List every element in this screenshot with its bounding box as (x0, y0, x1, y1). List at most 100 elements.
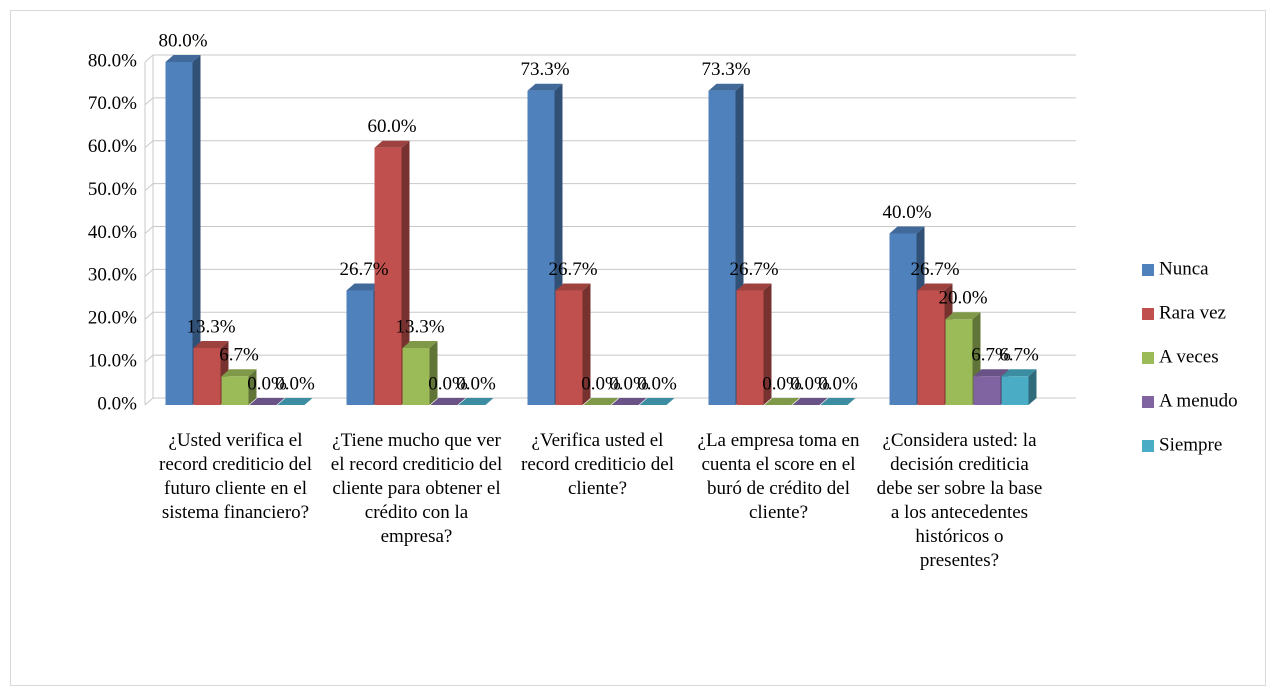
bar (917, 290, 945, 405)
bar-top (555, 283, 591, 291)
x-tick-label: ¿Tiene mucho que ver el record crediticio… (331, 430, 502, 547)
data-label: 26.7% (548, 259, 597, 280)
bar-top (527, 83, 563, 91)
data-label: 13.3% (186, 316, 235, 337)
bar-top (611, 398, 647, 405)
x-tick-label: ¿Verifica usted el record crediticio del c… (521, 430, 674, 499)
grid-depth (144, 54, 154, 63)
data-label: 60.0% (367, 116, 416, 137)
bar (402, 347, 430, 405)
legend-swatch (1142, 440, 1154, 452)
data-label: 0.0% (790, 373, 830, 394)
bar-top (736, 283, 772, 291)
bar-top (458, 398, 494, 405)
legend-swatch (1142, 264, 1154, 276)
data-label: 40.0% (882, 202, 931, 223)
bar (889, 233, 917, 405)
y-tick-label: 50.0% (88, 179, 137, 200)
grid-depth (144, 354, 154, 363)
bar-top (764, 398, 800, 405)
bar-top (889, 226, 925, 234)
legend-label: A menudo (1159, 390, 1238, 411)
legend-label: A veces (1159, 346, 1219, 367)
y-tick-label: 80.0% (88, 50, 137, 71)
data-label: 0.0% (818, 373, 858, 394)
data-label: 6.7% (219, 345, 259, 366)
bar (736, 290, 764, 405)
data-label: 0.0% (456, 373, 496, 394)
legend-label: Rara vez (1159, 302, 1226, 323)
data-label: 26.7% (729, 259, 778, 280)
bar-top (277, 398, 313, 405)
legend-label: Nunca (1159, 258, 1209, 279)
grid-depth (144, 226, 154, 234)
data-label: 0.0% (275, 373, 315, 394)
data-label: 0.0% (609, 373, 649, 394)
bar (1001, 376, 1029, 405)
bar-top (973, 369, 1009, 377)
bar (527, 90, 555, 405)
data-label: 73.3% (520, 59, 569, 80)
bar-top (249, 398, 285, 405)
bar-top (346, 283, 382, 291)
bar-top (639, 398, 675, 405)
y-tick-label: 10.0% (88, 350, 137, 371)
legend-swatch (1142, 396, 1154, 408)
grid-depth (144, 268, 154, 277)
bar-top (193, 340, 229, 348)
y-tick-label: 70.0% (88, 93, 137, 114)
bar (374, 147, 402, 405)
bar-side (1028, 369, 1037, 405)
data-label: 26.7% (339, 259, 388, 280)
bar (973, 376, 1001, 405)
y-tick-label: 0.0% (97, 393, 137, 414)
legend-swatch (1142, 352, 1154, 364)
bar-top (583, 398, 619, 405)
bar-top (430, 398, 466, 405)
bar (193, 347, 221, 405)
bar (221, 376, 249, 405)
data-label: 13.3% (395, 316, 444, 337)
grid-depth (144, 97, 154, 106)
grid-depth (144, 183, 154, 192)
data-label: 0.0% (428, 373, 468, 394)
bar (555, 290, 583, 405)
data-label: 6.7% (971, 345, 1011, 366)
x-tick-label: ¿Considera usted: la decisión crediticia d… (877, 430, 1043, 571)
bar-top (945, 312, 981, 320)
data-label: 0.0% (247, 373, 287, 394)
bar (945, 319, 973, 405)
bar (165, 62, 193, 405)
data-label: 0.0% (581, 373, 621, 394)
data-label: 26.7% (910, 259, 959, 280)
data-label: 73.3% (701, 59, 750, 80)
bar-top (708, 83, 744, 91)
bar-top (792, 398, 828, 405)
bar (346, 290, 374, 405)
x-tick-label: ¿La empresa toma en cuenta el score en el… (698, 430, 860, 523)
data-label: 6.7% (999, 345, 1039, 366)
legend-swatch (1142, 308, 1154, 320)
grid-depth (144, 140, 154, 149)
grid-depth (144, 397, 154, 406)
bar-side (763, 283, 772, 405)
y-tick-label: 30.0% (88, 265, 137, 286)
bar-side (401, 140, 410, 405)
bar-side (429, 340, 438, 405)
bar-top (374, 140, 410, 148)
bar (708, 90, 736, 405)
bar-side (248, 369, 257, 405)
y-tick-label: 20.0% (88, 308, 137, 329)
bar-top (820, 398, 856, 405)
x-tick-label: ¿Usted verifica el record crediticio del f… (159, 430, 312, 523)
grid-depth (144, 311, 154, 320)
bar-top (402, 340, 438, 348)
bar-top (917, 283, 953, 291)
y-tick-label: 40.0% (88, 222, 137, 243)
data-label: 0.0% (637, 373, 677, 394)
data-label: 80.0% (158, 30, 207, 51)
bar-side (192, 55, 201, 405)
data-label: 20.0% (938, 288, 987, 309)
